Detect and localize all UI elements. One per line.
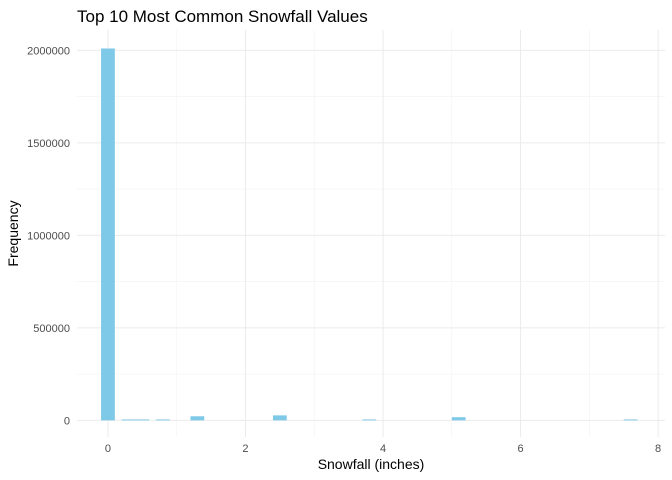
y-tick-label: 1000000 (27, 230, 70, 242)
y-tick-label: 500000 (33, 323, 70, 335)
x-tick-label: 4 (380, 443, 386, 455)
y-tick-label: 1500000 (27, 138, 70, 150)
x-tick-label: 8 (655, 443, 661, 455)
x-tick-label: 0 (105, 443, 111, 455)
x-axis-label: Snowfall (inches) (318, 456, 425, 472)
chart-title: Top 10 Most Common Snowfall Values (77, 7, 368, 26)
histogram-bar (121, 419, 136, 421)
y-axis-label: Frequency (5, 200, 21, 266)
histogram-bar (190, 416, 205, 421)
histogram-bar (623, 419, 638, 421)
x-tick-label: 6 (518, 443, 524, 455)
grid-lines (77, 30, 665, 437)
y-tick-label: 0 (64, 415, 70, 427)
y-tick-label: 2000000 (27, 45, 70, 57)
histogram-bar (451, 417, 466, 421)
y-axis-ticks: 0 500000 1000000 1500000 2000000 (27, 45, 70, 427)
histogram-bar (156, 419, 170, 421)
x-axis-ticks: 0 2 4 6 8 (105, 443, 661, 455)
histogram-bar (362, 419, 377, 421)
x-tick-label: 2 (242, 443, 248, 455)
bars (101, 48, 638, 421)
histogram-bar (101, 48, 115, 421)
histogram-bar (273, 415, 287, 421)
histogram-bar (135, 419, 150, 421)
